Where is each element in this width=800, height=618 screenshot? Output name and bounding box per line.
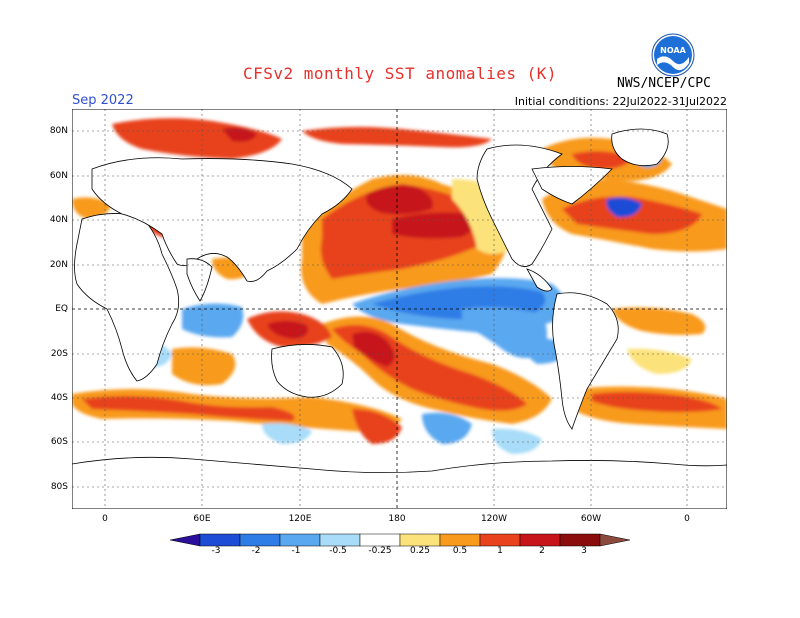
colorbar-cell [439,533,481,547]
sst-anomaly-map [72,109,727,509]
colorbar-cell [199,533,241,547]
colorbar-cell [279,533,321,547]
colorbar-max-arrow [599,533,630,547]
colorbar-label: -3 [211,546,221,556]
colorbar-cell [239,533,281,547]
lon-label-120w: 120W [480,514,508,524]
initial-conditions-label: Initial conditions: 22Jul2022-31Jul2022 [514,95,727,108]
colorbar-label: -0.5 [329,546,347,556]
colorbar-min-arrow [170,533,201,547]
lon-label-0: 0 [102,514,108,524]
lat-label-60n: 60N [49,171,68,181]
colorbar-label: -2 [251,546,261,556]
svg-text:NOAA: NOAA [660,46,686,55]
colorbar-label: 1 [497,546,503,556]
colorbar-cell [319,533,361,547]
colorbar-cell [359,533,401,547]
colorbar-label: 3 [581,546,587,556]
colorbar-label: 0.5 [452,546,468,556]
anomaly-field [72,118,727,454]
lat-label-eq: EQ [55,304,68,314]
continents [72,128,727,509]
colorbar [170,533,630,547]
lon-label-60w: 60W [580,514,602,524]
colorbar-cell [559,533,601,547]
month-label: Sep 2022 [72,93,134,108]
colorbar-cell [519,533,561,547]
noaa-logo: NOAA [651,33,695,77]
lat-label-80n: 80N [49,126,68,136]
lat-label-80s: 80S [50,482,68,492]
lat-label-60s: 60S [50,437,68,447]
map-title: CFSv2 monthly SST anomalies (K) [242,64,558,83]
agency-label: NWS/NCEP/CPC [617,76,711,91]
colorbar-label: -0.25 [368,546,392,556]
colorbar-label: 0.25 [409,546,431,556]
lat-label-40s: 40S [50,393,68,403]
reference-lines [72,109,727,509]
colorbar-label: -1 [291,546,301,556]
lon-label-180: 180 [388,514,406,524]
colorbar-label: 2 [539,546,545,556]
colorbar-cell [399,533,441,547]
lon-label-60e: 60E [193,514,211,524]
lat-label-20n: 20N [49,260,68,270]
lon-label-120e: 120E [288,514,312,524]
lat-label-40n: 40N [49,215,68,225]
lat-label-20s: 20S [50,349,68,359]
lon-label-0-east: 0 [684,514,690,524]
colorbar-cell [479,533,521,547]
